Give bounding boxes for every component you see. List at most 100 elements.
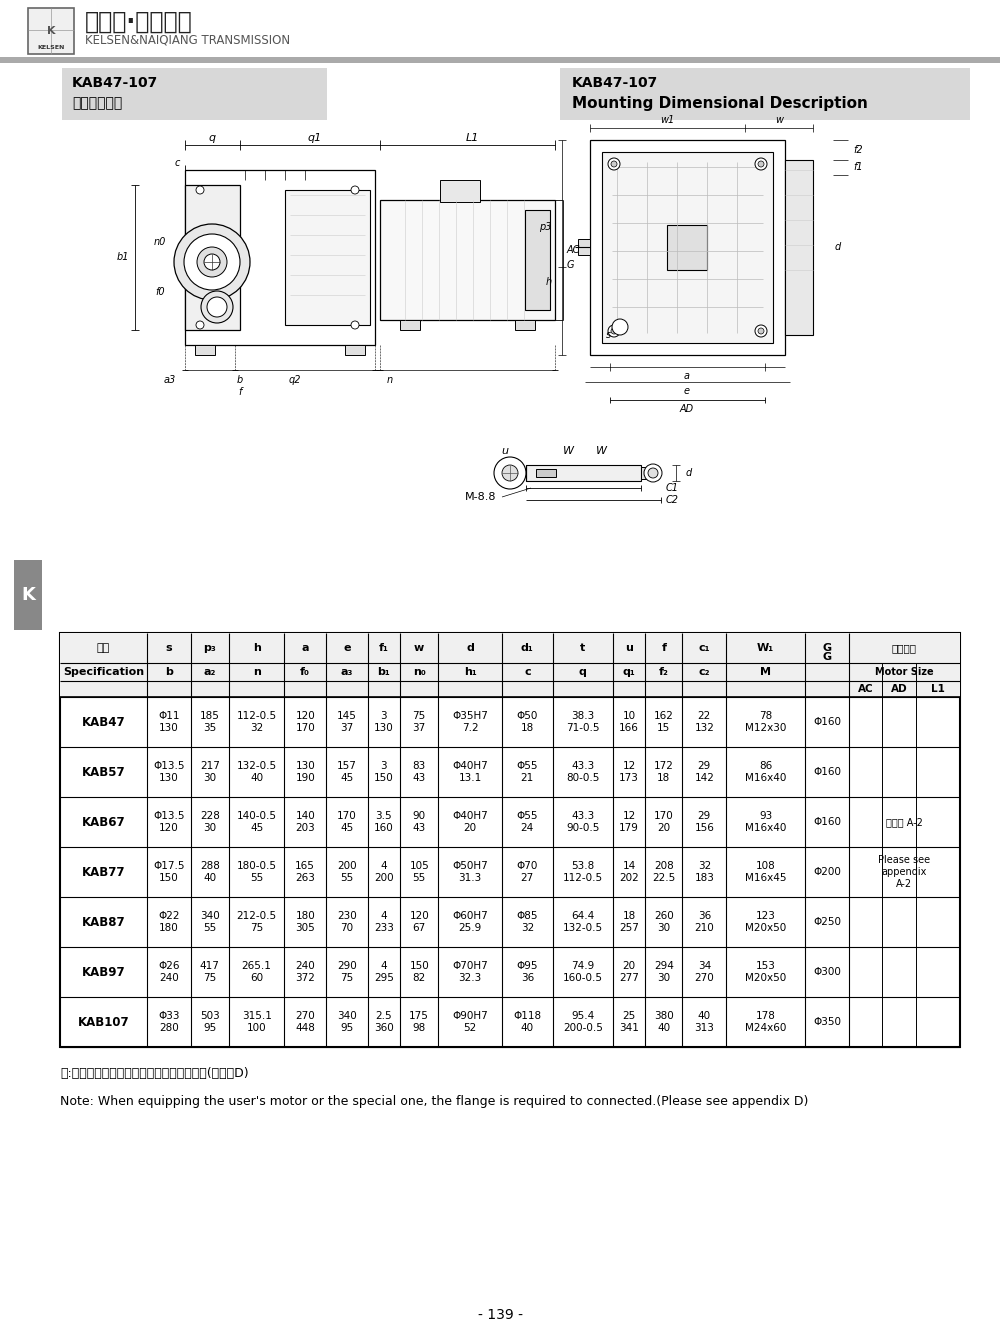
- Bar: [578, 239, 590, 255]
- Text: Φ35H7
7.2: Φ35H7 7.2: [452, 711, 488, 732]
- Text: 4
200: 4 200: [374, 861, 394, 882]
- Text: 22
132: 22 132: [694, 711, 714, 732]
- Text: d₁: d₁: [521, 642, 534, 653]
- Text: 140
203: 140 203: [295, 811, 315, 833]
- Text: Φ40H7
13.1: Φ40H7 13.1: [452, 762, 488, 783]
- Text: 74.9
160-0.5: 74.9 160-0.5: [563, 961, 603, 983]
- Text: 503
95: 503 95: [200, 1011, 220, 1033]
- Text: 217
30: 217 30: [200, 762, 220, 783]
- Text: f1: f1: [853, 162, 863, 172]
- Text: 417
75: 417 75: [200, 961, 220, 983]
- Text: p₃: p₃: [203, 642, 216, 653]
- Text: 3.5
160: 3.5 160: [374, 811, 394, 833]
- Text: 25
341: 25 341: [619, 1011, 639, 1033]
- Text: Φ50
18: Φ50 18: [517, 711, 538, 732]
- Text: f: f: [661, 642, 666, 653]
- Text: 2.5
360: 2.5 360: [374, 1011, 394, 1033]
- Text: h: h: [546, 278, 552, 287]
- Text: 208
22.5: 208 22.5: [652, 861, 675, 882]
- Text: u: u: [502, 447, 509, 456]
- Bar: [28, 8, 74, 54]
- Text: b: b: [237, 375, 243, 385]
- Text: d: d: [835, 241, 841, 252]
- Text: KAB47: KAB47: [82, 716, 125, 728]
- Bar: [185, 170, 375, 345]
- Circle shape: [758, 329, 764, 334]
- Bar: [345, 345, 365, 355]
- Text: c: c: [174, 158, 180, 168]
- Text: 83
43: 83 43: [413, 762, 426, 783]
- Text: 265.1
60: 265.1 60: [242, 961, 272, 983]
- Text: AC: AC: [567, 245, 580, 255]
- Text: d: d: [466, 642, 474, 653]
- Bar: [285, 190, 370, 325]
- Text: 157
45: 157 45: [337, 762, 357, 783]
- Text: 315.1
100: 315.1 100: [242, 1011, 272, 1033]
- Text: w1: w1: [660, 115, 674, 125]
- Text: KAB107: KAB107: [78, 1015, 129, 1029]
- Text: 18
257: 18 257: [619, 911, 639, 933]
- Text: 安装结构尺寸: 安装结构尺寸: [72, 97, 122, 110]
- Circle shape: [197, 247, 227, 278]
- Text: KAB77: KAB77: [82, 865, 125, 878]
- Bar: [590, 139, 785, 355]
- Text: s: s: [165, 642, 172, 653]
- Circle shape: [608, 158, 620, 170]
- Text: Φ60H7
25.9: Φ60H7 25.9: [452, 911, 488, 933]
- Text: 294
30: 294 30: [654, 961, 674, 983]
- Text: f₀: f₀: [300, 666, 310, 677]
- Text: a: a: [684, 371, 690, 381]
- Text: 4
233: 4 233: [374, 911, 394, 933]
- Text: Φ55
21: Φ55 21: [517, 762, 538, 783]
- Text: 180
305: 180 305: [295, 911, 315, 933]
- Text: 见附录 A-2: 见附录 A-2: [886, 817, 923, 827]
- Text: KAB97: KAB97: [82, 966, 125, 979]
- Text: 120
170: 120 170: [295, 711, 315, 732]
- Text: KAB47-107: KAB47-107: [72, 76, 158, 90]
- Text: w: w: [775, 115, 783, 125]
- Bar: [440, 180, 480, 202]
- Text: Mounting Dimensional Description: Mounting Dimensional Description: [572, 95, 868, 110]
- Bar: [525, 211, 550, 310]
- Text: 34
270: 34 270: [694, 961, 714, 983]
- Text: C1: C1: [666, 483, 679, 493]
- Text: 29
156: 29 156: [694, 811, 714, 833]
- Bar: [515, 320, 535, 330]
- Text: Φ17.5
150: Φ17.5 150: [153, 861, 184, 882]
- Text: 172
18: 172 18: [654, 762, 674, 783]
- Text: 53.8
112-0.5: 53.8 112-0.5: [563, 861, 603, 882]
- Circle shape: [758, 161, 764, 168]
- Text: 86
M16x40: 86 M16x40: [745, 762, 786, 783]
- Text: 规格: 规格: [97, 642, 110, 653]
- Text: Φ160: Φ160: [813, 767, 841, 776]
- Text: Specification: Specification: [63, 666, 144, 677]
- Text: f₂: f₂: [659, 666, 669, 677]
- Text: 145
37: 145 37: [337, 711, 357, 732]
- Text: Φ350: Φ350: [813, 1016, 841, 1027]
- Text: Φ118
40: Φ118 40: [513, 1011, 541, 1033]
- Text: w: w: [414, 642, 424, 653]
- Text: Φ70H7
32.3: Φ70H7 32.3: [452, 961, 488, 983]
- Text: n0: n0: [154, 237, 166, 247]
- Text: 288
40: 288 40: [200, 861, 220, 882]
- Text: Φ200: Φ200: [813, 868, 841, 877]
- Text: 10
166: 10 166: [619, 711, 639, 732]
- Text: a3: a3: [164, 375, 176, 385]
- Text: G: G: [822, 652, 832, 662]
- Text: W: W: [596, 447, 606, 456]
- Text: KAB87: KAB87: [82, 916, 125, 928]
- Text: L1: L1: [931, 684, 945, 695]
- Text: KAB57: KAB57: [82, 766, 125, 779]
- Text: s: s: [605, 330, 611, 341]
- Circle shape: [502, 465, 518, 481]
- Text: K: K: [47, 25, 55, 36]
- Text: p3: p3: [540, 223, 552, 232]
- Text: 130
190: 130 190: [295, 762, 315, 783]
- Circle shape: [755, 325, 767, 337]
- Text: f₁: f₁: [379, 642, 389, 653]
- Bar: [785, 160, 813, 335]
- Text: c₁: c₁: [699, 642, 710, 653]
- Bar: [380, 200, 555, 320]
- Text: M-8.8: M-8.8: [465, 492, 496, 502]
- Bar: [14, 561, 42, 630]
